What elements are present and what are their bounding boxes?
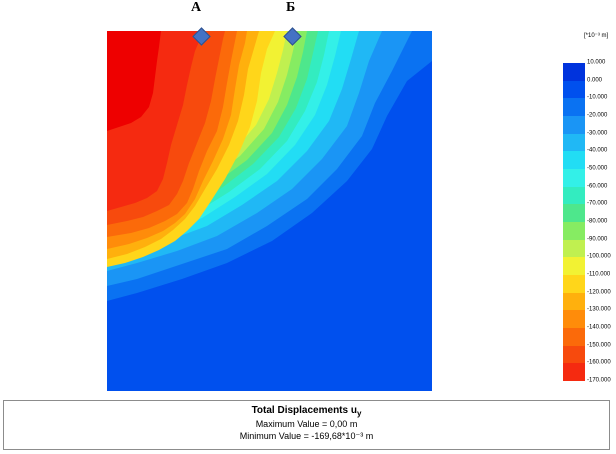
marker-a-label: А <box>191 0 202 15</box>
results-title-subscript: y <box>356 409 362 418</box>
legend-swatch <box>563 115 585 134</box>
legend-swatch <box>563 204 585 222</box>
legend-label: 0.000 <box>587 77 603 84</box>
legend-label: -110.000 <box>587 271 611 278</box>
legend-color-bar <box>563 63 585 381</box>
contour-svg <box>107 31 432 391</box>
legend-swatch <box>563 257 585 275</box>
legend-swatch <box>563 345 585 364</box>
legend-label: -80.000 <box>587 218 608 225</box>
minimum-value-text: Minimum Value = -169,68*10⁻³ m <box>239 431 374 441</box>
legend-label: -60.000 <box>587 183 608 190</box>
legend-swatch <box>563 186 585 205</box>
legend-unit-label: [*10⁻³ m] <box>584 33 609 39</box>
marker-b-label: Б <box>286 0 296 15</box>
legend-swatch <box>563 274 585 293</box>
legend-swatch <box>563 63 585 81</box>
legend-label: -100.000 <box>587 253 611 260</box>
results-info-box: Total Displacements uy Maximum Value = 0… <box>3 400 610 450</box>
legend-swatch <box>563 168 585 187</box>
legend-swatch <box>563 133 585 152</box>
contour-plot <box>107 31 432 391</box>
legend-swatch <box>563 327 585 346</box>
legend-label: -30.000 <box>587 130 608 137</box>
maximum-value-text: Maximum Value = 0,00 m <box>255 419 358 429</box>
results-title: Total Displacements uy <box>4 404 609 418</box>
legend-label: -160.000 <box>587 359 611 366</box>
legend-label: -10.000 <box>587 94 608 101</box>
legend-swatch <box>563 151 585 169</box>
legend-swatch <box>563 310 585 328</box>
legend-label: -50.000 <box>587 165 608 172</box>
legend-label: -130.000 <box>587 306 611 313</box>
legend-label: -170.000 <box>587 377 611 384</box>
legend-label: -150.000 <box>587 342 611 349</box>
legend-swatch <box>563 239 585 258</box>
contour-band <box>107 31 161 131</box>
legend-label: -120.000 <box>587 289 611 296</box>
legend-label: -20.000 <box>587 112 608 119</box>
legend-label: -90.000 <box>587 236 608 243</box>
results-title-main: Total Displacements u <box>251 405 357 416</box>
legend-label: -140.000 <box>587 324 611 331</box>
legend-swatch <box>563 221 585 240</box>
contour-bands <box>107 31 432 301</box>
legend-swatch <box>563 292 585 311</box>
legend-label: -40.000 <box>587 147 608 154</box>
legend-swatch <box>563 80 585 99</box>
legend-label: -70.000 <box>587 200 608 207</box>
legend-swatch <box>563 363 585 381</box>
legend-swatch <box>563 98 585 116</box>
legend-label: 10.000 <box>587 59 606 66</box>
